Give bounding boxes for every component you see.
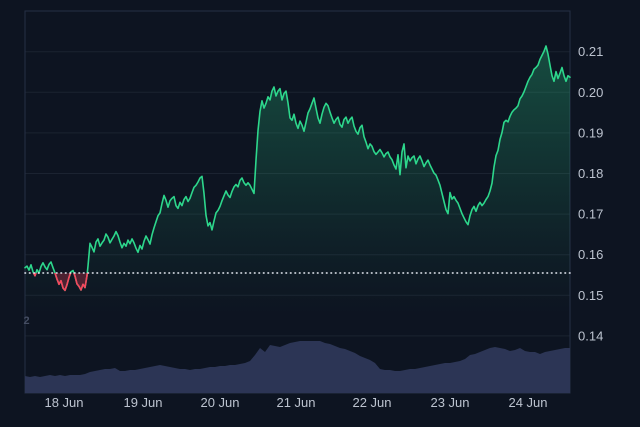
x-axis-tick-label: 24 Jun [508, 395, 547, 410]
y-axis-tick-label: 0.17 [578, 207, 603, 222]
x-axis-labels: 18 Jun 19 Jun 20 Jun 21 Jun 22 Jun 23 Jun 24 J… [44, 395, 547, 410]
y-axis-tick-label: 0.14 [578, 328, 603, 343]
x-axis-tick-label: 23 Jun [430, 395, 469, 410]
y-axis-tick-label: 0.16 [578, 247, 603, 262]
chart-hover-surface[interactable] [25, 11, 570, 393]
price-line-up [24, 45, 571, 292]
price-series [24, 45, 571, 393]
y-axis-labels: 0.21 0.20 0.19 0.18 0.17 0.16 0.15 0.14 [578, 44, 603, 343]
x-axis-tick-label: 18 Jun [44, 395, 83, 410]
y-axis-tick-label: 0.18 [578, 166, 603, 181]
x-axis-tick-label: 20 Jun [200, 395, 239, 410]
y-axis-tick-label: 0.19 [578, 125, 603, 140]
x-axis-tick-label: 19 Jun [123, 395, 162, 410]
y-axis-tick-label: 0.20 [578, 85, 603, 100]
price-area-fill-down [25, 273, 570, 291]
x-axis-tick-label: 21 Jun [276, 395, 315, 410]
x-axis-tick-label: 22 Jun [352, 395, 391, 410]
price-below-baseline-group [25, 273, 570, 292]
y-axis-tick-label: 0.15 [578, 288, 603, 303]
volume-scale-label: 2 [24, 315, 30, 327]
y-axis-tick-label: 0.21 [578, 44, 603, 59]
price-area-fill [25, 46, 570, 393]
